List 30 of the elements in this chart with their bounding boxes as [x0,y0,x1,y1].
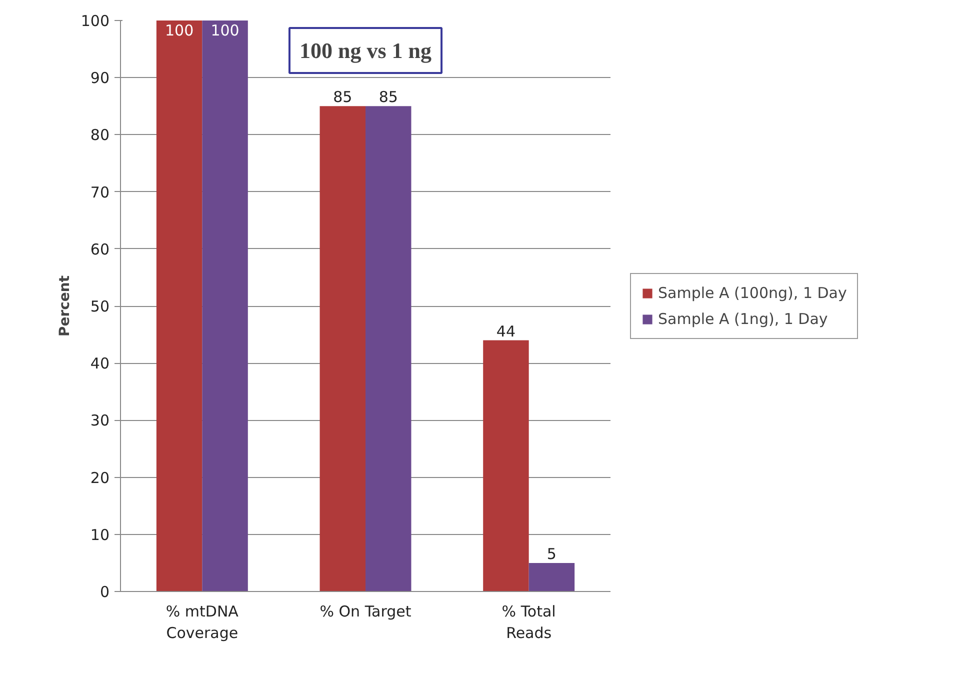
legend-label: Sample A (100ng), 1 Day [658,284,847,302]
y-tick-label: 20 [90,468,110,487]
data-label: 85 [333,88,352,106]
bar [202,20,248,592]
y-tick-label: 100 [80,12,110,30]
y-tick-label: 30 [90,412,110,430]
y-tick-label: 60 [90,240,110,258]
data-label: 5 [546,544,556,563]
data-label: 44 [496,322,516,340]
y-tick-label: 70 [90,183,110,202]
y-tick-label: 50 [90,298,110,316]
y-tick-label: 10 [90,526,110,544]
legend-label: Sample A (1ng), 1 Day [658,310,828,328]
y-tick-label: 90 [90,69,110,88]
x-tick-label: % Total Reads [502,602,556,642]
x-tick-label: % mtDNA Coverage [166,602,240,642]
x-tick-label: % On Target [320,602,412,620]
bar [156,20,202,592]
bar [483,340,529,592]
y-tick-label: 80 [90,126,110,144]
data-label: 100 [164,22,194,40]
text: 100 ng vs 1 ng [299,38,432,63]
bar [320,106,366,592]
y-tick-label: 0 [100,583,110,601]
data-label: 100 [210,22,240,40]
bar [366,106,412,592]
y-tick-label: 40 [90,354,110,373]
y-axis-title: Percent [56,275,73,337]
bar [528,562,575,592]
data-label: 85 [378,88,398,106]
